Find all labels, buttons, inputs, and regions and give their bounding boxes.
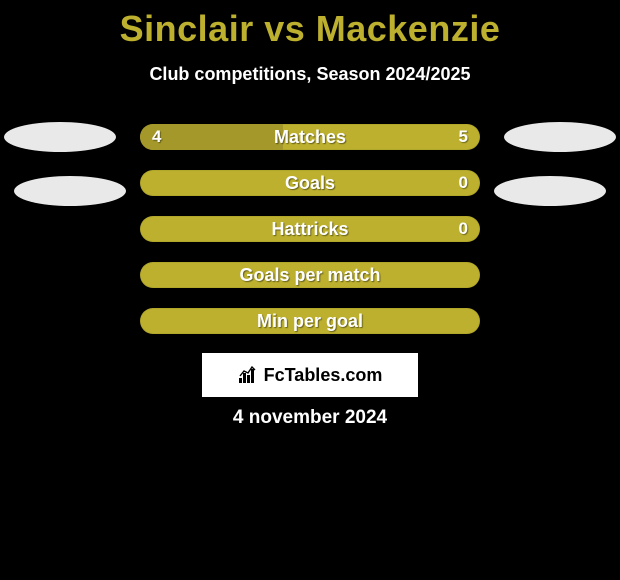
stat-label: Goals [140,170,480,196]
page-subtitle: Club competitions, Season 2024/2025 [0,64,620,85]
stat-label: Goals per match [140,262,480,288]
stat-label: Hattricks [140,216,480,242]
page-title: Sinclair vs Mackenzie [0,0,620,50]
stat-row-goals-per-match: Goals per match [140,262,480,288]
player-left-avatar-2 [14,176,126,206]
stats-chart: 45Matches 0Goals 0Hattricks Goals per match… [140,124,480,354]
player-right-avatar-1 [504,122,616,152]
logo-label: FcTables.com [264,365,383,386]
stat-label: Min per goal [140,308,480,334]
player-left-avatar-1 [4,122,116,152]
stat-row-matches: 45Matches [140,124,480,150]
stat-row-min-per-goal: Min per goal [140,308,480,334]
bar-chart-icon [238,366,260,384]
stat-row-goals: 0Goals [140,170,480,196]
update-date: 4 november 2024 [0,407,620,429]
fctables-logo-text: FcTables.com [238,365,383,386]
player-right-avatar-2 [494,176,606,206]
fctables-logo: FcTables.com [202,353,418,397]
stat-label: Matches [140,124,480,150]
stat-row-hattricks: 0Hattricks [140,216,480,242]
